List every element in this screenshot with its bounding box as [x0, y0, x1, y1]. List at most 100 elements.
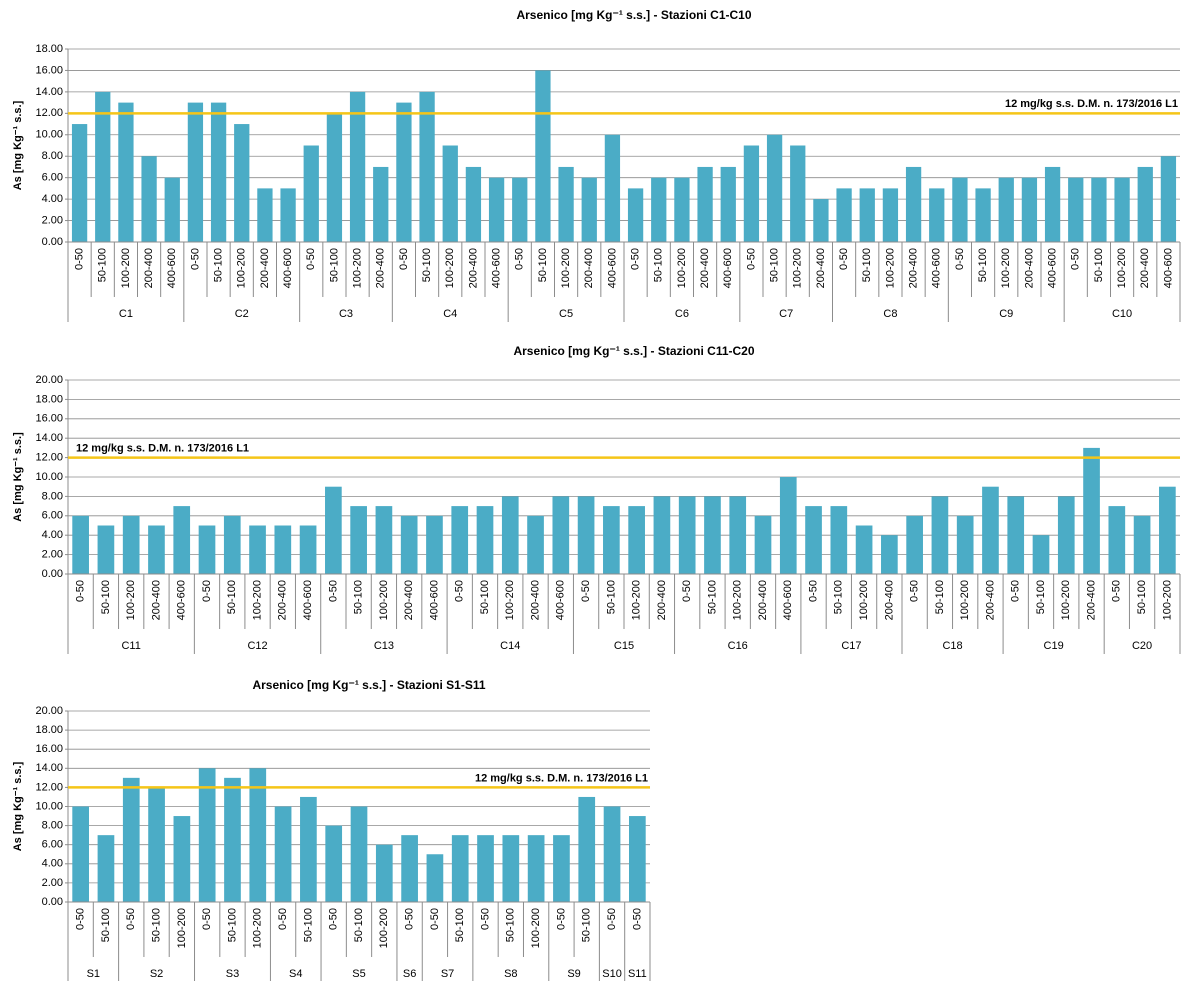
x-tick-label: 50-100	[581, 908, 593, 942]
bar	[766, 134, 783, 242]
x-tick-label: 50-100	[302, 908, 314, 942]
y-axis-label: As [mg Kg⁻¹ s.s.]	[12, 100, 24, 190]
group-label: C2	[235, 308, 249, 320]
y-tick-label: 10.00	[35, 129, 63, 141]
group-label: S1	[87, 968, 100, 980]
bar	[628, 506, 645, 574]
x-tick-label: 200-400	[583, 248, 595, 288]
x-tick-label: 50-100	[1136, 580, 1148, 614]
bar	[280, 188, 296, 242]
bar	[426, 854, 444, 902]
x-tick-label: 200-400	[143, 248, 155, 288]
x-tick-label: 0-50	[404, 908, 416, 930]
bar	[198, 768, 216, 902]
x-tick-label: 50-100	[505, 908, 517, 942]
bar	[97, 525, 115, 574]
x-tick-label: 50-100	[97, 248, 109, 282]
bar	[173, 506, 191, 574]
y-tick-label: 18.00	[35, 724, 63, 736]
bar	[148, 525, 165, 574]
group-label: C6	[675, 308, 689, 320]
x-tick-label: 100-200	[351, 248, 363, 288]
bar	[303, 145, 319, 242]
x-tick-label: 50-100	[768, 248, 780, 282]
x-tick-label: 400-600	[1162, 248, 1174, 288]
x-tick-label: 0-50	[1111, 580, 1123, 602]
x-tick-label: 0-50	[514, 248, 526, 270]
chart-title: Arsenico [mg Kg⁻¹ s.s.] - Stazioni C1-C1…	[516, 8, 751, 22]
x-tick-label: 200-400	[375, 248, 387, 288]
group-label: S2	[150, 968, 163, 980]
y-tick-label: 12.00	[35, 452, 63, 464]
bar	[651, 177, 667, 242]
x-tick-label: 100-200	[1060, 580, 1072, 620]
x-tick-label: 200-400	[467, 248, 479, 288]
x-tick-label: 100-200	[252, 908, 264, 948]
bar	[836, 188, 852, 242]
y-tick-label: 20.00	[35, 374, 63, 386]
x-tick-label: 100-200	[504, 580, 516, 620]
x-tick-label: 100-200	[378, 908, 390, 948]
x-tick-label: 200-400	[1023, 248, 1035, 288]
x-tick-label: 50-100	[212, 248, 224, 282]
y-tick-label: 16.00	[35, 413, 63, 425]
bar	[375, 506, 393, 574]
y-tick-label: 0.00	[42, 236, 63, 248]
x-tick-label: 0-50	[75, 908, 87, 930]
y-tick-label: 6.00	[42, 839, 63, 851]
bar	[122, 515, 140, 574]
y-tick-label: 12.00	[35, 781, 63, 793]
x-tick-label: 0-50	[606, 908, 618, 930]
x-tick-label: 0-50	[201, 580, 213, 602]
x-tick-label: 200-400	[1139, 248, 1151, 288]
bar	[535, 70, 551, 242]
x-tick-label: 200-400	[403, 580, 415, 620]
group-label: C18	[942, 640, 962, 652]
group-label: S5	[352, 968, 365, 980]
bar	[326, 113, 343, 242]
bar	[1068, 177, 1084, 242]
group-label: C8	[883, 308, 897, 320]
bar	[779, 477, 797, 574]
group-label: C20	[1132, 640, 1152, 652]
x-tick-label: 50-100	[454, 908, 466, 942]
bar	[558, 166, 574, 242]
group-label: S10	[602, 968, 622, 980]
x-tick-label: 0-50	[73, 248, 85, 270]
x-tick-label: 100-200	[1161, 580, 1173, 620]
bar	[905, 166, 922, 242]
x-tick-label: 0-50	[631, 908, 643, 930]
group-label: S9	[567, 968, 580, 980]
bar	[1083, 447, 1100, 574]
y-tick-label: 14.00	[35, 86, 63, 98]
bar	[813, 199, 829, 242]
bar	[1108, 506, 1126, 574]
x-tick-label: 0-50	[838, 248, 850, 270]
bar	[426, 515, 443, 574]
x-tick-label: 50-100	[150, 908, 162, 942]
bar	[451, 835, 469, 902]
bar	[1137, 166, 1153, 242]
x-tick-label: 50-100	[706, 580, 718, 614]
x-tick-label: 200-400	[907, 248, 919, 288]
x-tick-label: 200-400	[815, 248, 827, 288]
x-tick-label: 100-200	[176, 908, 188, 948]
group-label: C1	[119, 308, 133, 320]
x-tick-label: 100-200	[732, 580, 744, 620]
bar	[451, 506, 469, 574]
bar	[577, 496, 595, 574]
bar	[274, 525, 292, 574]
bar	[604, 134, 621, 242]
x-tick-label: 0-50	[479, 908, 491, 930]
x-tick-label: 100-200	[1116, 248, 1128, 288]
x-tick-label: 200-400	[883, 580, 895, 620]
bar	[488, 177, 505, 242]
bar	[325, 825, 343, 902]
x-tick-label: 100-200	[120, 248, 132, 288]
x-tick-label: 100-200	[676, 248, 688, 288]
bar	[743, 145, 760, 242]
group-label: C15	[614, 640, 634, 652]
bar	[71, 124, 88, 242]
bar	[998, 177, 1014, 242]
bar	[729, 496, 747, 574]
